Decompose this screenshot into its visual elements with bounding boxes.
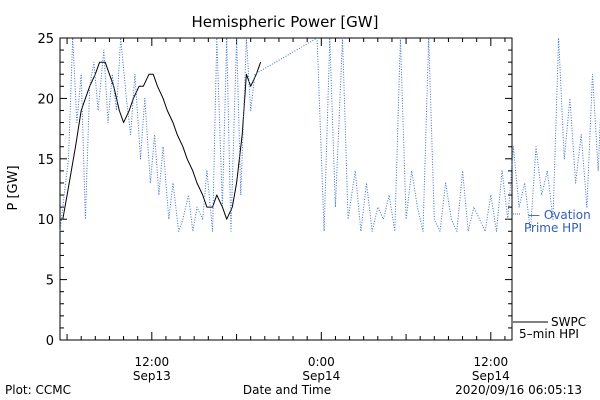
- y-tick-label: 25: [37, 32, 54, 47]
- series-ovation-line: [59, 37, 600, 232]
- y-tick-label: 15: [37, 153, 54, 168]
- series-swpc-line: [62, 61, 262, 220]
- y-tick-label: 0: [46, 334, 54, 349]
- y-axis-label: P [GW]: [6, 165, 21, 210]
- y-tick-label: 5: [46, 274, 54, 289]
- y-axis: 0 5 10 15 20 25: [37, 32, 512, 349]
- x-tick-date-label: Sep13: [133, 369, 171, 383]
- chart-title: Hemispheric Power [GW]: [192, 13, 379, 31]
- x-axis: 12:00Sep130:00Sep1412:00Sep140:00Sep1512…: [66, 38, 510, 383]
- plot-timestamp: 2020/09/16 06:05:13: [455, 383, 582, 397]
- legend-swpc-sublabel: 5–min HPI: [519, 327, 579, 341]
- series-layer: [59, 37, 600, 232]
- plot-frame: [59, 37, 513, 341]
- legend-swpc-label: SWPC: [551, 315, 586, 329]
- x-tick-time-label: 12:00: [135, 355, 170, 369]
- x-tick-date-label: Sep14: [302, 369, 340, 383]
- legend-ovation-label: — Ovation: [528, 208, 591, 222]
- plot-area: [59, 37, 513, 341]
- legend-ovation-sublabel: Prime HPI: [524, 221, 582, 235]
- x-tick-date-label: Sep14: [472, 369, 510, 383]
- x-tick-time-label: 0:00: [308, 355, 335, 369]
- y-tick-label: 20: [37, 92, 54, 107]
- plot-credit: Plot: CCMC: [5, 383, 71, 397]
- y-tick-label: 10: [37, 213, 54, 228]
- x-tick-time-label: 12:00: [474, 355, 509, 369]
- x-axis-label: Date and Time: [243, 383, 331, 397]
